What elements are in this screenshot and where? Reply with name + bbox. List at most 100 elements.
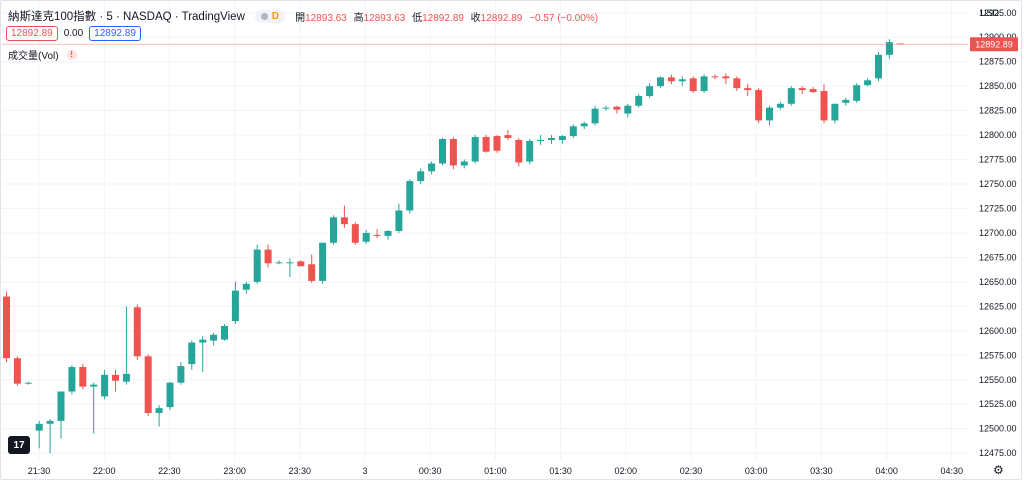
x-tick-label: 04:30 — [941, 466, 964, 476]
candle-body — [395, 210, 403, 231]
candle — [733, 76, 741, 92]
symbol-title[interactable]: 納斯達克100指數 · 5 · NASDAQ · TradingView — [8, 11, 245, 23]
candle — [689, 76, 697, 94]
candle-body — [46, 420, 54, 424]
y-tick-label: 12825.00 — [979, 106, 1017, 116]
candle — [144, 354, 152, 416]
price-tag-bg — [970, 37, 1018, 52]
candle-body — [177, 366, 185, 383]
candle-body — [471, 137, 479, 162]
candle-body — [68, 367, 76, 392]
candle — [831, 103, 839, 124]
candle — [853, 83, 861, 103]
candle — [613, 105, 621, 114]
low-label: 低 — [412, 12, 423, 24]
candle-body — [264, 249, 272, 264]
warning-icon[interactable]: ! — [66, 49, 77, 60]
candle — [776, 101, 784, 110]
candle-body — [798, 88, 806, 91]
currency-label[interactable]: USD — [980, 8, 1000, 18]
candle — [439, 138, 446, 166]
spread-value: 0.00 — [63, 28, 84, 39]
quote-row: 12892.89 0.00 12892.89 — [6, 26, 141, 41]
candle — [13, 356, 21, 386]
high-label: 高 — [353, 12, 364, 24]
tradingview-logo[interactable]: 17 — [8, 436, 30, 454]
candle-body — [591, 108, 599, 124]
candle-body — [275, 262, 283, 264]
volume-label[interactable]: 成交量(Vol) — [8, 51, 59, 62]
candle — [275, 260, 283, 265]
candle-body — [613, 106, 621, 110]
candle-body — [340, 217, 348, 225]
candle-body — [166, 382, 174, 408]
candle — [177, 362, 185, 385]
x-tick-label: 03:00 — [745, 466, 768, 476]
candle — [635, 93, 643, 108]
candle — [68, 365, 76, 395]
candle — [580, 121, 588, 130]
buy-price-button[interactable]: 12892.89 — [89, 26, 141, 41]
close-label: 收 — [470, 12, 481, 24]
candle — [646, 83, 654, 98]
open-value: 12893.63 — [305, 12, 347, 24]
candle — [133, 304, 141, 361]
candle-body — [362, 232, 370, 242]
y-tick-label: 12875.00 — [979, 57, 1017, 67]
last-price-line: 12892.89 — [2, 37, 1018, 52]
x-tick-label: 01:30 — [549, 466, 572, 476]
time-axis[interactable]: 21:30 22:00 22:30 23:00 23:30 3 00:30 01:00 01:3… — [28, 466, 963, 476]
candle-body — [602, 107, 610, 109]
sell-price-button[interactable]: 12892.89 — [6, 26, 58, 41]
candle — [820, 84, 828, 124]
x-tick-label: 22:30 — [158, 466, 181, 476]
candle-body — [624, 105, 632, 114]
candle-body — [580, 123, 588, 127]
candle-body — [885, 42, 893, 55]
candle-body — [417, 171, 425, 182]
candle-body — [428, 163, 436, 172]
y-tick-label: 12625.00 — [979, 301, 1017, 311]
candle-body — [667, 77, 675, 82]
x-tick-label: 00:30 — [419, 466, 442, 476]
candle-body — [809, 89, 817, 93]
y-tick-label: 12725.00 — [979, 203, 1017, 213]
candle — [351, 222, 359, 245]
legend: 納斯達克100指數 · 5 · NASDAQ · TradingView D 開… — [8, 8, 602, 24]
candle — [787, 86, 795, 106]
candle — [362, 230, 370, 244]
volume-indicator-legend[interactable]: 成交量(Vol) ! — [8, 47, 77, 62]
low-value: 12892.89 — [422, 12, 464, 24]
candle-body — [548, 138, 555, 140]
candle-body — [221, 325, 228, 340]
candle-body — [319, 242, 327, 281]
x-tick-label: 02:00 — [615, 466, 638, 476]
y-tick-label: 12675.00 — [979, 252, 1017, 262]
candle-body — [711, 76, 719, 78]
price-axis[interactable]: 12925.0012900.0012875.0012850.0012825.00… — [979, 8, 1017, 458]
delay-badge: D — [271, 10, 280, 22]
candle — [667, 74, 675, 85]
candle — [460, 159, 468, 169]
x-tick-label: 03:30 — [810, 466, 833, 476]
candle — [406, 179, 414, 214]
candle — [242, 281, 250, 294]
candle — [308, 254, 316, 283]
candle-body — [842, 99, 850, 103]
candles — [3, 39, 904, 454]
candle-body — [253, 249, 261, 282]
candle-body — [493, 136, 501, 151]
y-tick-label: 12850.00 — [979, 81, 1017, 91]
candle — [199, 335, 207, 372]
gear-icon[interactable]: ⚙ — [993, 463, 1004, 477]
candle-body — [199, 339, 207, 343]
candle — [373, 229, 381, 238]
candle-body — [101, 374, 109, 397]
candle — [35, 420, 43, 449]
candle-body — [635, 95, 643, 106]
market-status-pill[interactable]: D — [254, 9, 286, 23]
candle-body — [90, 384, 98, 387]
x-tick-label: 22:00 — [93, 466, 116, 476]
y-tick-label: 12475.00 — [979, 448, 1017, 458]
